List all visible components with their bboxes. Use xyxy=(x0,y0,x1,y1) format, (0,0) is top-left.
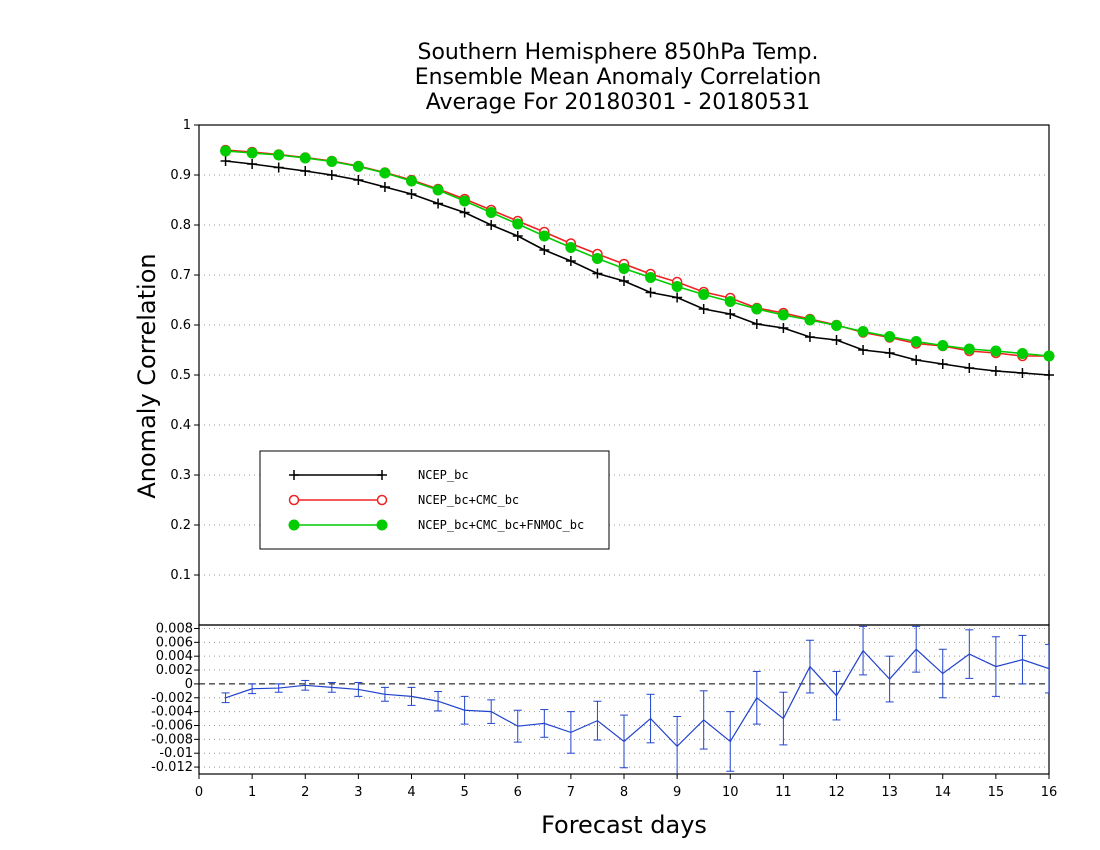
filled-circle-marker xyxy=(751,303,763,315)
legend-label: NCEP_bc xyxy=(418,468,469,482)
x-tick-label: 11 xyxy=(775,785,792,800)
x-tick-label: 3 xyxy=(354,785,362,800)
x-tick-label: 12 xyxy=(828,785,845,800)
filled-circle-marker xyxy=(512,218,524,230)
filled-circle-marker xyxy=(1016,348,1028,359)
filled-circle-marker xyxy=(288,519,300,531)
x-axis-label: Forecast days xyxy=(541,811,707,839)
x-tick-label: 2 xyxy=(301,785,309,800)
main-y-tick-label: 0.3 xyxy=(170,468,191,483)
y-axis-label: Anomaly Correlation xyxy=(133,253,161,498)
open-circle-marker xyxy=(288,494,300,506)
filled-circle-marker xyxy=(804,314,816,326)
main-y-tick-label: 0.5 xyxy=(170,368,191,383)
filled-circle-marker xyxy=(857,326,869,337)
x-tick-label: 10 xyxy=(722,785,739,800)
diff-y-tick-label: 0.004 xyxy=(156,649,193,664)
diff-y-tick-label: -0.002 xyxy=(151,691,193,706)
axis-labels: Forecast days Anomaly Correlation xyxy=(133,253,707,839)
main-y-tick-label: 0.2 xyxy=(170,518,191,533)
diff-y-tick-label: 0 xyxy=(185,677,193,692)
diff-line xyxy=(225,648,1049,748)
filled-circle-marker xyxy=(326,156,338,167)
x-tick-label: 1 xyxy=(248,785,256,800)
filled-circle-marker xyxy=(459,195,471,207)
series-ncep-bc xyxy=(220,156,1054,380)
diff-y-tick-label: -0.006 xyxy=(151,718,193,733)
main-y-tick-label: 0.8 xyxy=(170,218,191,233)
x-tick-label: 15 xyxy=(988,785,1005,800)
filled-circle-marker xyxy=(538,230,550,242)
x-tick-label: 9 xyxy=(673,785,681,800)
filled-circle-marker xyxy=(352,161,364,172)
main-y-tick-label: 0.1 xyxy=(170,568,191,583)
filled-circle-marker xyxy=(645,272,657,283)
filled-circle-marker xyxy=(831,320,842,331)
diff-y-tick-label: 0.002 xyxy=(156,663,193,678)
diff-y-tick-label: -0.008 xyxy=(151,732,193,747)
diff-axes: 0.0080.0060.0040.0020-0.002-0.004-0.006-… xyxy=(151,621,1057,800)
open-circle-marker xyxy=(376,494,388,506)
main-y-tick-label: 0.7 xyxy=(170,268,191,283)
chart-title-line-2: Ensemble Mean Anomaly Correlation xyxy=(415,65,822,90)
filled-circle-marker xyxy=(565,242,577,253)
legend-label: NCEP_bc+CMC_bc+FNMOC_bc xyxy=(418,518,584,532)
filled-circle-marker xyxy=(485,207,497,218)
x-tick-label: 0 xyxy=(195,785,203,800)
series-line xyxy=(225,160,1050,376)
filled-circle-marker xyxy=(910,336,922,347)
main-series-group xyxy=(220,144,1055,380)
main-y-tick-label: 0.9 xyxy=(170,168,191,183)
x-tick-label: 16 xyxy=(1041,785,1058,800)
x-tick-label: 8 xyxy=(620,785,628,800)
filled-circle-marker xyxy=(884,331,896,342)
filled-circle-marker xyxy=(698,289,710,300)
main-y-tick-label: 0.6 xyxy=(170,318,191,333)
filled-circle-marker xyxy=(963,343,975,355)
diff-y-tick-label: 0.006 xyxy=(156,635,193,650)
x-tick-label: 5 xyxy=(460,785,468,800)
filled-circle-marker xyxy=(990,345,1002,357)
main-y-tick-label: 1 xyxy=(183,118,191,133)
filled-circle-marker xyxy=(1043,350,1055,362)
filled-circle-marker xyxy=(432,184,444,196)
filled-circle-marker xyxy=(273,149,285,161)
diff-y-tick-label: -0.01 xyxy=(159,746,193,761)
x-tick-label: 4 xyxy=(407,785,415,800)
series-ncep-bc-cmc-bc-fnmoc-bc xyxy=(220,145,1055,362)
filled-circle-marker xyxy=(618,263,630,274)
filled-circle-marker xyxy=(379,167,391,179)
chart-title-group: Southern Hemisphere 850hPa Temp.Ensemble… xyxy=(415,40,822,115)
chart-title-line-1: Southern Hemisphere 850hPa Temp. xyxy=(418,40,819,65)
filled-circle-marker xyxy=(937,340,949,351)
legend-label: NCEP_bc+CMC_bc xyxy=(418,493,519,507)
filled-circle-marker xyxy=(591,253,603,264)
filled-circle-marker xyxy=(376,519,388,531)
legend: NCEP_bc NCEP_bc+CMC_bc NCEP_bc+CMC_bc+FNMO… xyxy=(259,450,610,550)
chart-title-line-3: Average For 20180301 - 20180531 xyxy=(426,90,811,115)
filled-circle-marker xyxy=(299,152,311,164)
diff-y-tick-label: -0.012 xyxy=(151,760,193,775)
filled-circle-marker xyxy=(406,175,417,187)
filled-circle-marker xyxy=(246,147,258,159)
filled-circle-marker xyxy=(220,145,232,157)
x-tick-label: 13 xyxy=(881,785,898,800)
x-tick-label: 6 xyxy=(514,785,522,800)
filled-circle-marker xyxy=(724,296,736,307)
diff-y-tick-label: -0.004 xyxy=(151,705,193,720)
diff-series-group xyxy=(221,625,1049,774)
filled-circle-marker xyxy=(671,281,683,292)
main-gridlines xyxy=(199,174,1049,576)
diff-series xyxy=(221,625,1049,774)
x-tick-label: 7 xyxy=(567,785,575,800)
x-tick-label: 14 xyxy=(934,785,951,800)
main-y-tick-label: 0.4 xyxy=(170,418,191,433)
diff-y-tick-label: 0.008 xyxy=(156,621,193,636)
filled-circle-marker xyxy=(777,309,789,321)
